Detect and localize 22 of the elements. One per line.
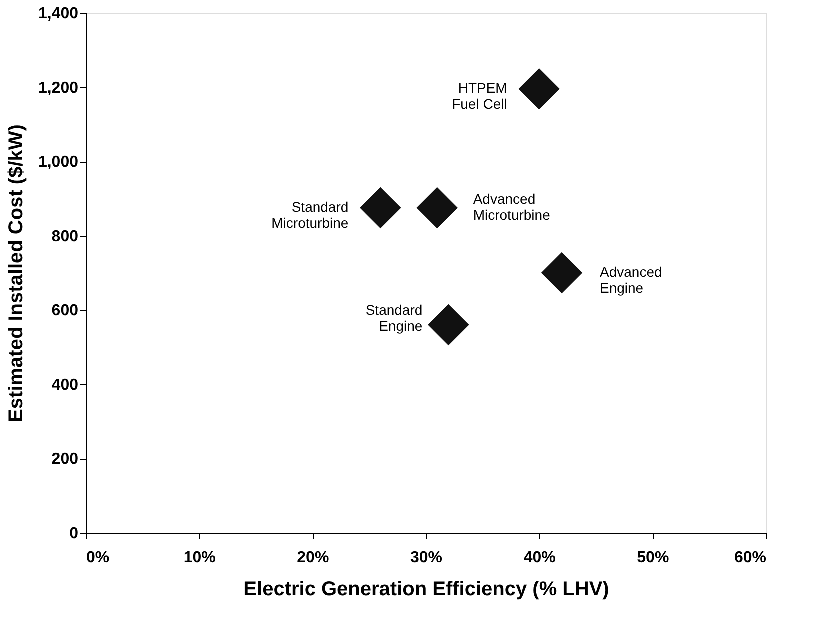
y-tick-label: 1,000 [38,154,79,172]
annotation: Advanced Engine [600,264,662,296]
x-tick-label: 50% [637,550,670,566]
y-axis-title: Estimated Installed Cost ($/kW) [5,124,28,422]
y-tick-label: 400 [52,376,79,394]
annotation: Advanced Microturbine [473,191,551,223]
x-tick-label: 40% [524,550,556,566]
y-tick-label: 800 [52,228,79,246]
annotation: Standard Engine [366,302,423,334]
x-tick-label: 10% [184,550,216,566]
y-tick-label: 200 [52,451,79,468]
y-tick-label: 1,200 [38,80,79,97]
y-tick-label: 0 [70,526,79,542]
x-tick-label: 0% [86,550,110,566]
x-tick-label: 60% [734,550,766,566]
annotation: Standard Microturbine [272,199,349,231]
x-tick-label: 20% [297,550,330,566]
annotation: HTPEM Fuel Cell [452,80,508,112]
y-tick-label: 1,400 [38,6,79,22]
x-tick-label: 30% [410,550,443,566]
y-tick-label: 600 [52,302,79,320]
x-axis-title: Electric Generation Efficiency (% LHV) [244,578,610,600]
